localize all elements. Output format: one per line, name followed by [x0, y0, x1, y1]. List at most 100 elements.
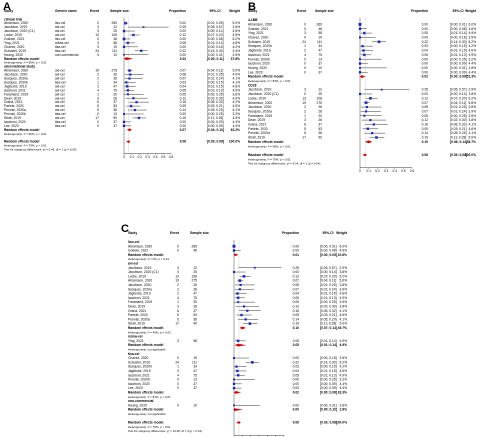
sample-size: 13 [318, 57, 322, 61]
ci-value: [0.03; 0.21] [207, 104, 224, 108]
proportion-value: 0.04 [422, 49, 429, 53]
study-point [142, 26, 145, 28]
header-study: Study [4, 9, 13, 13]
study-point [363, 53, 366, 57]
event-count: 0 [177, 244, 179, 248]
ci-value: [0.03; 0.21] [450, 127, 467, 131]
event-count: 4 [177, 373, 179, 377]
weight-value: 5.2% [468, 40, 476, 44]
study-name: Jacobson, 2019 [128, 266, 151, 270]
weight-value: 4.6% [232, 84, 240, 88]
weight-value: 4.5% [232, 104, 240, 108]
weight-value: 4.0% [232, 73, 240, 77]
weight-value: 2.6% [232, 25, 240, 29]
sample-size: 26 [113, 96, 117, 100]
event-count: 13 [95, 33, 99, 37]
sample-size: 275 [316, 101, 322, 105]
proportion-value: 0.00 [422, 66, 429, 70]
pooled-proportion: 0.00 [293, 408, 300, 412]
proportion-value: 0.03 [180, 80, 187, 84]
weight-value: 4.1% [468, 123, 476, 127]
ci-value: [0.06; 0.32] [450, 123, 467, 127]
weight-value: 4.1% [232, 108, 240, 112]
proportion-value: 0.00 [422, 92, 429, 96]
subgroup-model-label: Random effects model [128, 408, 163, 412]
ci-value: [0.00; 0.14] [450, 92, 467, 96]
proportion-value: 0.00 [422, 57, 429, 61]
study-name: Pennisi, 2020b [248, 57, 270, 61]
event-count: 3 [177, 266, 179, 270]
event-count: 5 [97, 104, 99, 108]
subgroup-label: relma-cel [128, 335, 143, 339]
study-point [128, 77, 131, 80]
sample-size: 10 [113, 53, 117, 57]
study-point [125, 81, 128, 84]
study-point [242, 305, 246, 308]
study-name: Pariete, 2020 [248, 127, 268, 131]
study-point [363, 114, 366, 117]
event-count: 2 [304, 109, 306, 113]
ci-value: [0.05; 0.57] [320, 266, 337, 270]
ci-value: [0.00; 0.18] [450, 36, 467, 40]
weight-value: 4.4% [339, 382, 347, 386]
study-point [235, 365, 238, 368]
sample-size: 37 [113, 120, 117, 124]
heterogeneity-text: Test for subgroup differences: χ² = 4.24… [248, 162, 320, 166]
event-count: 2 [177, 283, 179, 287]
sample-size: 108 [316, 96, 322, 100]
study-name: Abramson, 2020 [248, 101, 272, 105]
ci-value: [0.01; 0.14] [207, 41, 224, 45]
header-weight: Weight [229, 9, 241, 13]
ci-value: [0.07; 0.20] [450, 96, 467, 100]
study-point [246, 309, 249, 312]
sample-size: 47 [193, 369, 197, 373]
weight-value: 4.5% [232, 33, 240, 37]
subgroup-label: liso-cel [128, 240, 139, 244]
study-point [369, 97, 372, 100]
pooled-proportion: 0.03 [180, 57, 187, 61]
event-count: 4 [304, 53, 306, 57]
event-count: 2 [177, 292, 179, 296]
sample-size: 37 [193, 309, 197, 313]
generic-name: axi-cel [55, 104, 65, 108]
sample-size: 46 [113, 37, 117, 41]
weight-value: 3.8% [468, 105, 476, 109]
weight-value: 3.5% [339, 356, 347, 360]
study-name: Schuster, 2019 [4, 49, 26, 53]
study-name: Ying, 2021 [4, 41, 20, 45]
sample-size: 37 [193, 386, 197, 390]
proportion-value: 0.12 [293, 305, 300, 309]
weight-value: 5.2% [232, 37, 240, 41]
sample-size: 25 [193, 270, 197, 274]
study-point [251, 361, 254, 364]
study-point [364, 101, 368, 105]
weight-value: 5.2% [339, 274, 347, 278]
sample-size: 269 [191, 244, 197, 248]
ci-value: [0.01; 0.13] [320, 296, 337, 300]
weight-value: 3.9% [339, 287, 347, 291]
pooled-proportion: 0.06 [180, 140, 187, 144]
subgroup-diamond [233, 253, 239, 257]
study-name: Iacoboni, 2021 [128, 373, 150, 377]
ci-value: [0.00; 0.08] [320, 249, 337, 253]
study-name: Dean, 2019 [4, 96, 21, 100]
event-count: 3 [177, 305, 179, 309]
subgroup-diamond [239, 326, 246, 330]
heterogeneity-text: Heterogeneity: not applicable [128, 348, 166, 352]
x-tick-label: 0.4 [392, 169, 397, 173]
heterogeneity-text: Heterogeneity: I² = 49%, p = 0.03 [128, 330, 171, 334]
study-name: Jacobson, 2020 (C1) [128, 270, 159, 274]
generic-name: axi-cel [55, 88, 65, 92]
proportion-value: 0.05 [293, 296, 300, 300]
study-point [129, 73, 132, 76]
pooled-proportion: 0.10 [293, 326, 300, 330]
study-name: Locke, 2019 [128, 274, 146, 278]
ci-value: [0.11; 0.28] [207, 116, 223, 120]
proportion-value: 0.00 [293, 244, 300, 248]
study-name: Schuster, 2019 [128, 360, 150, 364]
pooled-weight: 2.8% [339, 408, 347, 412]
study-point [132, 97, 135, 100]
sample-size: 53 [193, 313, 197, 317]
sample-size: 47 [193, 292, 197, 296]
proportion-value: 0.22 [180, 49, 187, 53]
